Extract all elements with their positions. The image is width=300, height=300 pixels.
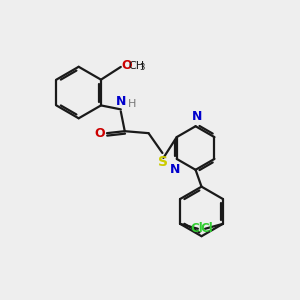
- Text: Cl: Cl: [190, 222, 203, 235]
- Text: O: O: [122, 59, 132, 72]
- Text: Cl: Cl: [200, 222, 213, 235]
- Text: N: N: [191, 110, 202, 123]
- Text: O: O: [95, 127, 105, 140]
- Text: H: H: [128, 99, 136, 110]
- Text: 3: 3: [140, 63, 145, 72]
- Text: S: S: [158, 155, 168, 169]
- Text: N: N: [169, 163, 180, 176]
- Text: N: N: [116, 95, 126, 108]
- Text: CH: CH: [129, 61, 145, 71]
